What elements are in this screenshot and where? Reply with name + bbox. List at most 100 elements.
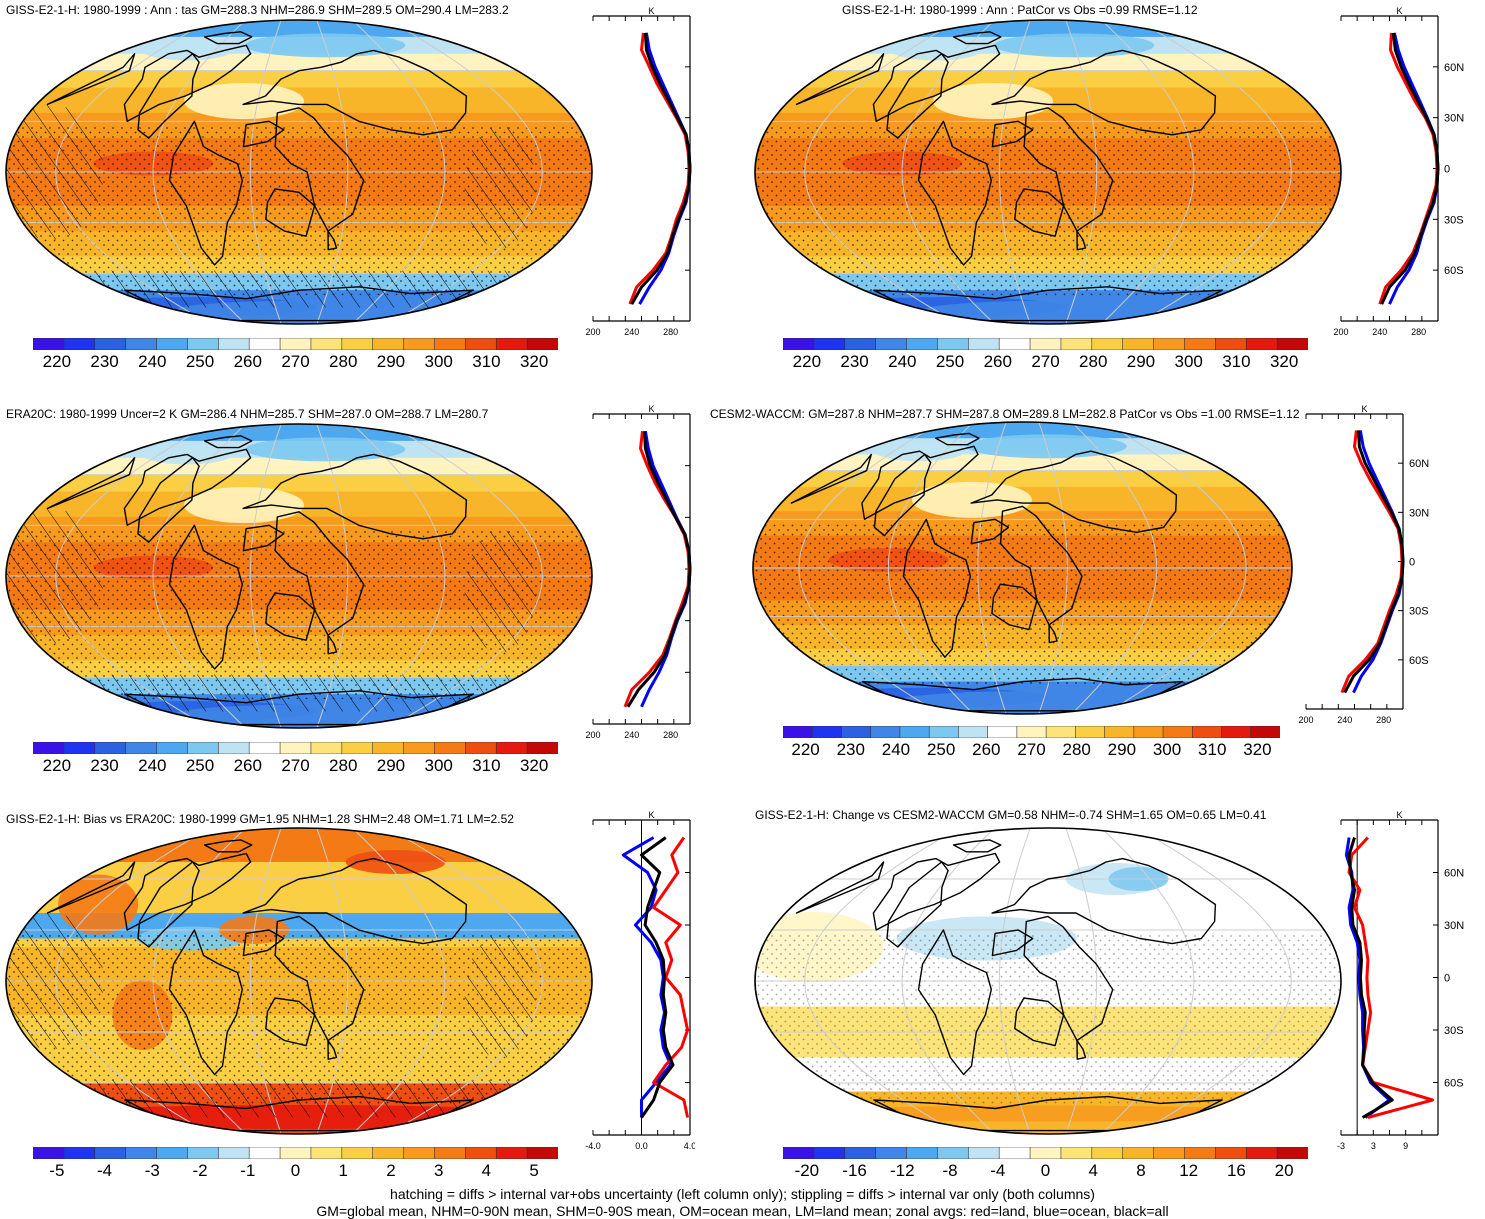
coastline	[795, 861, 885, 914]
zonal-lat-label: 30N	[1444, 113, 1464, 125]
colorbar-tick-label: -2	[192, 1161, 208, 1180]
latitude-band	[755, 836, 1341, 846]
colorbar-swatch	[1133, 726, 1164, 738]
zonal-unit-label: K	[648, 404, 654, 414]
zonal-series-line	[640, 836, 675, 1119]
regional-anomaly	[184, 487, 305, 524]
colorbar-swatch	[998, 338, 1031, 350]
colorbar-swatch	[1029, 1147, 1062, 1159]
colorbar-tick-label: 220	[42, 352, 72, 371]
graticule-meridian	[998, 20, 1031, 324]
colorbar-tick-label: 260	[233, 352, 262, 371]
regional-anomaly	[377, 916, 458, 937]
zonal-series-line	[630, 32, 692, 305]
zonal-lat-label: 30S	[1409, 606, 1429, 618]
colorbar-tick-label: 320	[519, 756, 549, 775]
colorbar-tick-label: 250	[185, 756, 215, 775]
stippling	[753, 523, 1292, 687]
colorbar-tick-label: 310	[472, 352, 501, 371]
colorbar-swatch	[1060, 1147, 1093, 1159]
colorbar-swatch	[403, 742, 436, 754]
coastline	[873, 1095, 1223, 1132]
zonal-lat-label: 60S	[1444, 1078, 1464, 1090]
colorbar-swatch	[156, 338, 189, 350]
zonal-x-tick-label: 280	[1376, 715, 1391, 725]
colorbar-swatch	[928, 726, 960, 738]
colorbar-swatch	[217, 338, 250, 350]
graticule-meridian	[1071, 422, 1158, 714]
colorbar-swatch	[1060, 338, 1093, 350]
colorbar-labels: 220 230 240 250 260 270 280 290 300 310 320	[33, 756, 558, 776]
colorbar-swatch	[94, 742, 127, 754]
colorbar-swatch	[495, 1147, 528, 1159]
latitude-band	[755, 870, 1341, 880]
colorbar	[33, 338, 558, 350]
colorbar-tick-label: 16	[1226, 1161, 1246, 1180]
colorbar-tick-label: 0	[1040, 1161, 1051, 1180]
colorbar	[33, 1147, 558, 1159]
hatching	[6, 674, 592, 712]
colorbar-swatch	[813, 1147, 846, 1159]
latitude-band	[753, 430, 1292, 439]
colorbar	[783, 726, 1280, 738]
colorbar-swatch	[1016, 726, 1047, 738]
global-map	[5, 827, 593, 1135]
colorbar-swatch	[465, 742, 498, 754]
colorbar-tick-label: 0	[290, 1161, 301, 1180]
latitude-band	[6, 432, 592, 442]
latitude-band	[755, 112, 1341, 122]
regional-anomaly	[922, 300, 1203, 321]
colorbar-tick-label: 240	[888, 352, 917, 371]
coastline	[46, 457, 136, 510]
panel-title: ERA20C: 1980-1999 Uncer=2 K GM=286.4 NHM…	[6, 407, 489, 421]
hatching	[6, 508, 104, 644]
coastline	[123, 44, 252, 122]
zonal-x-tick-label: 240	[1337, 715, 1352, 725]
zonal-mean-plot: K 60N 30N 0 30S 60S -3 3 9	[1337, 810, 1464, 1151]
colorbar-labels: 220 230 240 250 260 270 280 290 300 310 320	[783, 352, 1308, 372]
coastline	[795, 53, 885, 106]
regional-anomaly	[788, 1105, 1308, 1122]
colorbar-tick-label: 250	[185, 352, 215, 371]
graticule-meridian	[1136, 828, 1292, 1134]
colorbar-swatch	[465, 1147, 498, 1159]
panel-title: GISS-E2-1-H: Change vs CESM2-WACCM GM=0.…	[755, 808, 1267, 822]
latitude-band	[6, 904, 592, 914]
latitude-band	[755, 887, 1341, 897]
colorbar-swatch	[1276, 1147, 1308, 1159]
colorbar-tick-label: 300	[1174, 352, 1203, 371]
zonal-lat-label: 60S	[1444, 265, 1464, 277]
colorbar-swatch	[217, 1147, 250, 1159]
coastline	[872, 852, 1001, 931]
colorbar-swatch	[403, 338, 436, 350]
zonal-lat-label: 60S	[1409, 655, 1429, 667]
hatching	[6, 104, 104, 240]
zonal-mean-plot: K 60N 30N 0 30S 60S 200 240 280	[1298, 404, 1429, 725]
zonal-lat-label: 30N	[1409, 507, 1429, 519]
colorbar-swatch	[33, 1147, 65, 1159]
coastline	[790, 453, 872, 504]
colorbar-swatch	[248, 742, 281, 754]
coastline	[917, 929, 992, 1076]
colorbar-swatch	[526, 1147, 558, 1159]
colorbar-swatch	[526, 338, 558, 350]
colorbar-tick-label: 8	[1136, 1161, 1146, 1180]
colorbar-swatch	[1153, 1147, 1186, 1159]
zonal-lat-label: 0	[1444, 973, 1450, 985]
colorbar-tick-label: -16	[842, 1161, 867, 1180]
colorbar-swatch	[1091, 1147, 1124, 1159]
colorbar-swatch	[875, 1147, 908, 1159]
colorbar-tick-label: 20	[1274, 1161, 1294, 1180]
latitude-band	[6, 887, 592, 897]
colorbar-swatch	[783, 338, 815, 350]
latitude-band	[6, 28, 592, 38]
zonal-lat-label: 30N	[1444, 920, 1464, 932]
colorbar-swatch	[187, 742, 220, 754]
latitude-band	[755, 879, 1341, 889]
colorbar-tick-label: 310	[1198, 740, 1227, 759]
colorbar	[783, 338, 1308, 350]
map-border	[5, 827, 593, 1135]
latitude-band	[753, 454, 1292, 464]
colorbar	[783, 1147, 1308, 1159]
latitude-band	[755, 853, 1341, 863]
